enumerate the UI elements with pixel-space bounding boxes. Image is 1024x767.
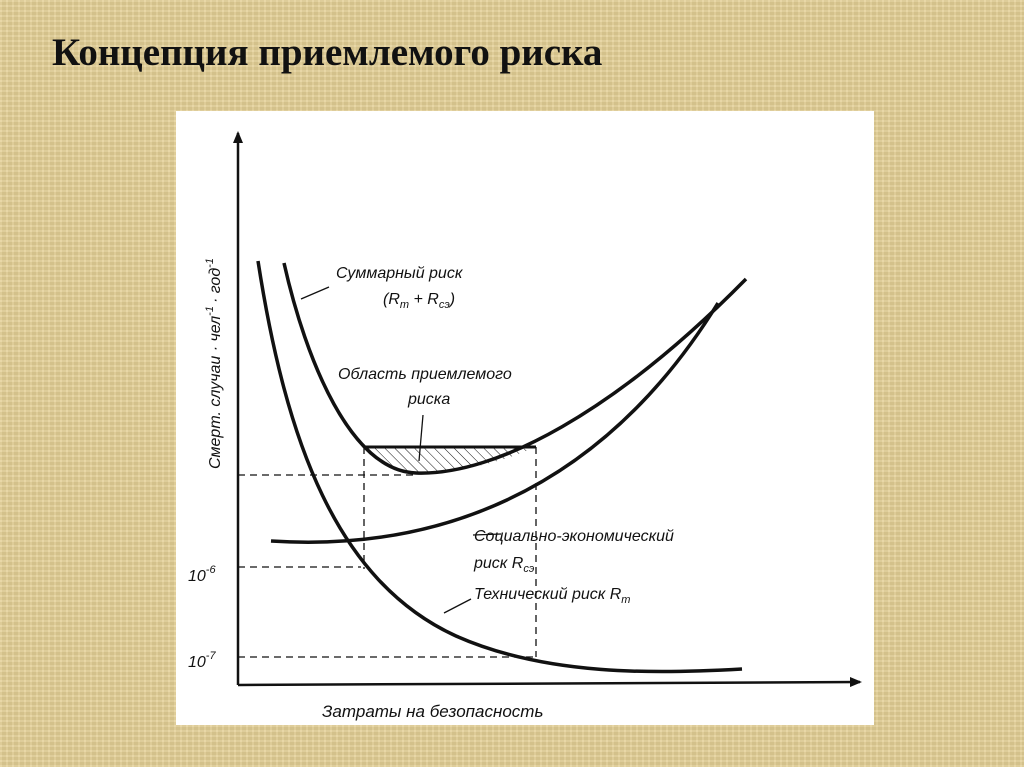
total-risk-formula: (Rт + Rсэ) [383, 291, 455, 311]
x-axis-label: Затраты на безопасность [322, 702, 543, 721]
diagram-canvas: Смерт. случаи · чел-1· год-1 10-6 10-7 З… [188, 131, 862, 721]
socio-economic-risk-curve [270, 302, 720, 544]
socio-economic-risk-label: Социально-экономический [474, 528, 674, 545]
technical-risk-label: Технический риск Rт [474, 586, 630, 606]
acceptable-region-label: Область приемлемого риска [338, 366, 516, 408]
technical-risk-curve [256, 260, 743, 674]
leader-lines [300, 286, 502, 614]
total-risk-curve [282, 262, 748, 475]
acceptable-risk-diagram: Смерт. случаи · чел-1· год-1 10-6 10-7 З… [176, 111, 874, 725]
tick-label-1e-6: 10-6 [188, 564, 216, 585]
dashed-guides [238, 447, 537, 658]
total-risk-label: Суммарный риск [336, 265, 464, 282]
socio-economic-risk-symbol: риск Rсэ [473, 555, 535, 575]
tick-label-1e-7: 10-7 [188, 650, 216, 671]
acceptable-risk-region [364, 447, 536, 473]
x-axis [237, 677, 862, 688]
slide-title: Концепция приемлемого риска [52, 31, 603, 74]
y-axis-label: Смерт. случаи · чел-1· год-1 [204, 258, 224, 469]
